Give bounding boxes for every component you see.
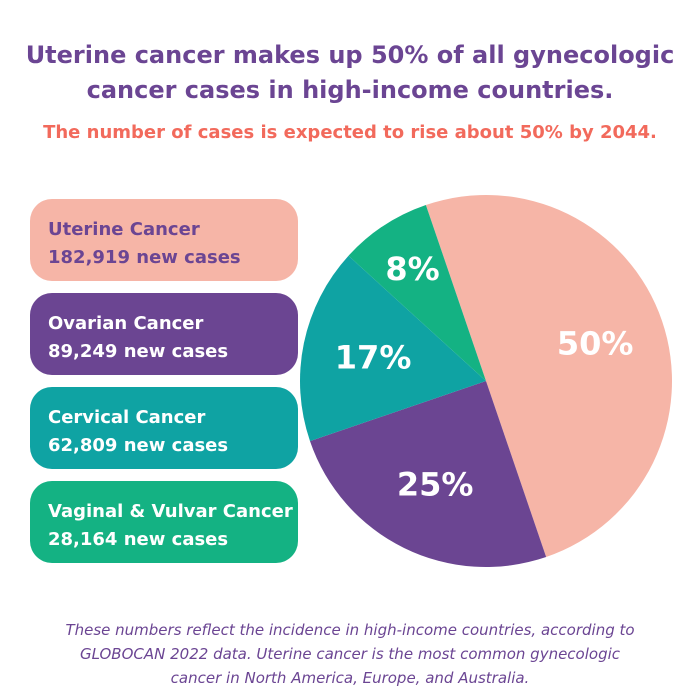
legend-card-vaginal-vulvar: Vaginal & Vulvar Cancer 28,164 new cases	[30, 481, 298, 563]
legend-name: Uterine Cancer	[48, 219, 200, 240]
legend-cases: 28,164 new cases	[48, 529, 229, 550]
pie-slice-vaginal-vulvar	[348, 204, 486, 381]
slice-label: 17%	[335, 339, 412, 377]
legend-card-uterine: Uterine Cancer 182,919 new cases	[30, 199, 298, 281]
footnote: These numbers reflect the incidence in h…	[0, 618, 700, 690]
slice-label: 8%	[385, 250, 439, 288]
legend-name: Cervical Cancer	[48, 407, 206, 428]
page-subtitle: The number of cases is expected to rise …	[43, 122, 657, 143]
legend-card-ovarian: Ovarian Cancer 89,249 new cases	[30, 293, 298, 375]
title-line-1: Uterine cancer makes up 50% of all gynec…	[25, 41, 675, 69]
footnote-line-1: These numbers reflect the incidence in h…	[65, 621, 635, 639]
legend-cases: 182,919 new cases	[48, 247, 241, 268]
pie-slice-cervical	[300, 255, 486, 442]
legend-cases: 62,809 new cases	[48, 435, 229, 456]
legend-cases: 89,249 new cases	[48, 341, 229, 362]
title-line-2: cancer cases in high-income countries.	[86, 76, 614, 104]
page-title: Uterine cancer makes up 50% of all gynec…	[0, 38, 700, 108]
slice-label: 50%	[557, 325, 634, 363]
slice-label: 25%	[397, 466, 474, 504]
pie-slice-ovarian	[309, 381, 547, 567]
footnote-line-3: cancer in North America, Europe, and Aus…	[170, 669, 530, 687]
pie-slice-uterine	[425, 195, 672, 558]
legend-name: Vaginal & Vulvar Cancer	[48, 501, 293, 522]
legend-name: Ovarian Cancer	[48, 313, 204, 334]
legend-card-cervical: Cervical Cancer 62,809 new cases	[30, 387, 298, 469]
footnote-line-2: GLOBOCAN 2022 data. Uterine cancer is th…	[79, 645, 621, 663]
